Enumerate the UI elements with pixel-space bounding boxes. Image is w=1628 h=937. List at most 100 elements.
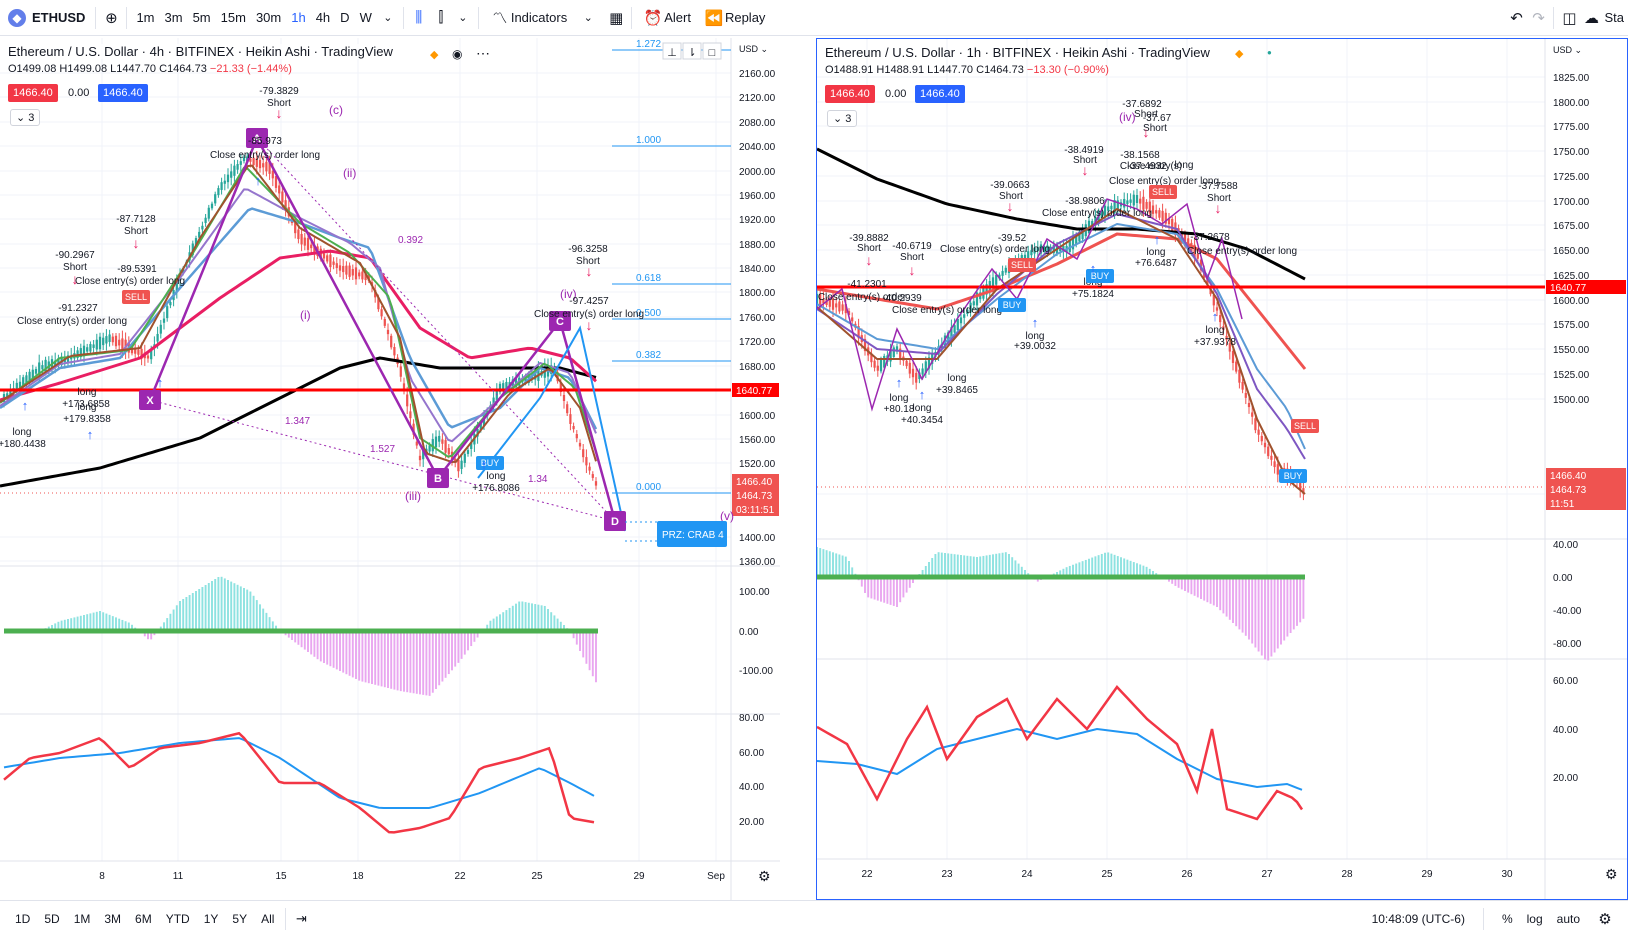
layout-grid-icon[interactable]: ▦ [609, 9, 624, 27]
timeframe-4h[interactable]: 4h [315, 10, 331, 25]
start-label[interactable]: Sta [1604, 10, 1624, 25]
candle-body [134, 347, 137, 354]
candle-body [345, 265, 348, 275]
long-arrow-icon: ↑ [1154, 232, 1161, 247]
timeframe-3m[interactable]: 3m [164, 10, 183, 25]
candle-body [415, 441, 418, 446]
layout-icon[interactable]: ◫ [1562, 9, 1577, 27]
replay-button[interactable]: ⏪ Replay [697, 0, 771, 36]
strategy-annotation: -40.6719 [892, 241, 932, 252]
price-tick: 1600.00 [739, 411, 776, 422]
osc-tick: -40.00 [1553, 606, 1582, 617]
sell-price-button[interactable]: 1466.40 [825, 85, 875, 103]
chart-canvas-4h[interactable]: USD ⌄ 2160.00 2120.00 2080.00 2040.00 2000.00… [0, 38, 780, 900]
range-5d[interactable]: 5D [44, 912, 60, 926]
indicator-collapse-button[interactable]: ⌄ 3 [10, 109, 41, 126]
strategy-annotation: +37.9378 [1194, 337, 1236, 348]
sell-price-button[interactable]: 1466.40 [8, 84, 58, 102]
chevron-down-icon[interactable]: ⌄ [583, 12, 593, 24]
candle-body [1043, 245, 1046, 253]
candle-body [1299, 480, 1302, 490]
strategy-annotation: +75.1824 [1072, 289, 1114, 300]
timeframe-1h[interactable]: 1h [291, 10, 306, 25]
rsi-tick: 60.00 [1553, 676, 1578, 687]
bar-chart-icon[interactable]: ⫼ [415, 9, 423, 26]
chevron-down-icon[interactable]: ⌄ [383, 12, 393, 24]
candle-body [1267, 446, 1270, 457]
cloud-icon[interactable]: ☁ [1583, 9, 1599, 27]
candle-body [1260, 435, 1263, 442]
timeframe-list: 1m 3m 5m 15m 30m 1h 4h D W [131, 10, 376, 25]
candle-chart-icon[interactable]: ⫿ [438, 9, 444, 26]
symbol-search[interactable]: ◆ ETHUSD [0, 0, 91, 36]
chart-canvas-1h[interactable]: USD ⌄ 1825.00 1800.00 1775.00 1750.00 1725.00… [817, 39, 1627, 899]
timeframe-5m[interactable]: 5m [192, 10, 211, 25]
range-ytd[interactable]: YTD [165, 912, 190, 926]
range-1d[interactable]: 1D [15, 912, 31, 926]
wave-label: (v) [720, 509, 734, 523]
buy-signal-bg [1086, 269, 1114, 283]
timeframe-30m[interactable]: 30m [255, 10, 282, 25]
redo-icon[interactable]: ↷ [1532, 9, 1545, 27]
price-tick: 2120.00 [739, 93, 776, 104]
strategy-annotation: +39.8465 [936, 385, 978, 396]
candle-body [383, 318, 386, 326]
settings-gear-icon[interactable]: ⚙ [1598, 911, 1612, 928]
indicator-collapse-button[interactable]: ⌄ 3 [827, 110, 858, 127]
undo-icon[interactable]: ↶ [1510, 9, 1523, 27]
clock-time[interactable]: 10:48:09 (UTC-6) [1371, 912, 1465, 926]
high-value: H1488.91 [876, 64, 925, 76]
compare-plus-icon[interactable]: ⊕ [105, 9, 118, 27]
candle-body [156, 333, 159, 342]
alert-button[interactable]: ⏰ Alert [636, 0, 697, 36]
rsi-tick: 20.00 [739, 817, 764, 828]
candle-body [844, 304, 847, 314]
range-1y[interactable]: 1Y [203, 912, 219, 926]
range-1m[interactable]: 1M [73, 912, 91, 926]
candle-body [217, 188, 220, 196]
strategy-annotation: long [1175, 160, 1194, 171]
candle-body [354, 267, 358, 280]
timeframe-15m[interactable]: 15m [220, 10, 246, 25]
candle-body [873, 360, 876, 368]
candle-body [995, 274, 998, 285]
range-5y[interactable]: 5Y [232, 912, 248, 926]
fib-ratio-label: 0.392 [398, 235, 423, 246]
candle-body [201, 225, 204, 230]
replay-label: Replay [724, 10, 766, 25]
timeframe-1m[interactable]: 1m [136, 10, 155, 25]
timeframe-d[interactable]: D [340, 10, 350, 25]
high-value: H1499.08 [59, 63, 108, 75]
candle-body [313, 244, 316, 253]
long-arrow-icon: ↑ [255, 173, 262, 188]
spread-value: 0.00 [885, 88, 907, 100]
indicators-button[interactable]: 〽 Indicators ⌄ [483, 0, 605, 36]
auto-toggle[interactable]: auto [1556, 912, 1580, 926]
pattern-point-marker [549, 311, 571, 331]
time-tick: 26 [1181, 869, 1193, 880]
candle-body [230, 171, 233, 178]
bottom-right-controls: 10:48:09 (UTC-6) % log auto ⚙ [1372, 908, 1628, 930]
buy-price-button[interactable]: 1466.40 [915, 85, 965, 103]
candle-body [79, 348, 82, 358]
candle-body [57, 358, 60, 366]
go-to-date-icon[interactable]: ⇥ [295, 911, 307, 926]
timeframe-w[interactable]: W [359, 10, 372, 25]
percent-toggle[interactable]: % [1501, 912, 1513, 926]
buy-price-button[interactable]: 1466.40 [98, 84, 148, 102]
candle-body [985, 284, 988, 295]
range-all[interactable]: All [261, 912, 275, 926]
chevron-down-icon[interactable]: ⌄ [458, 12, 468, 24]
candle-body [92, 344, 95, 348]
candle-body [326, 255, 329, 262]
log-toggle[interactable]: log [1526, 912, 1543, 926]
candle-body [364, 273, 367, 281]
range-6m[interactable]: 6M [135, 912, 152, 926]
candle-body [402, 383, 406, 389]
indicator-count: 3 [845, 113, 852, 125]
candle-body [835, 303, 838, 308]
chart-pane-1h[interactable]: USD ⌄ 1825.00 1800.00 1775.00 1750.00 1725.00… [816, 38, 1628, 900]
range-3m[interactable]: 3M [104, 912, 122, 926]
candle-body [1100, 209, 1103, 219]
chart-pane-4h[interactable]: USD ⌄ 2160.00 2120.00 2080.00 2040.00 2000.00… [0, 38, 780, 900]
